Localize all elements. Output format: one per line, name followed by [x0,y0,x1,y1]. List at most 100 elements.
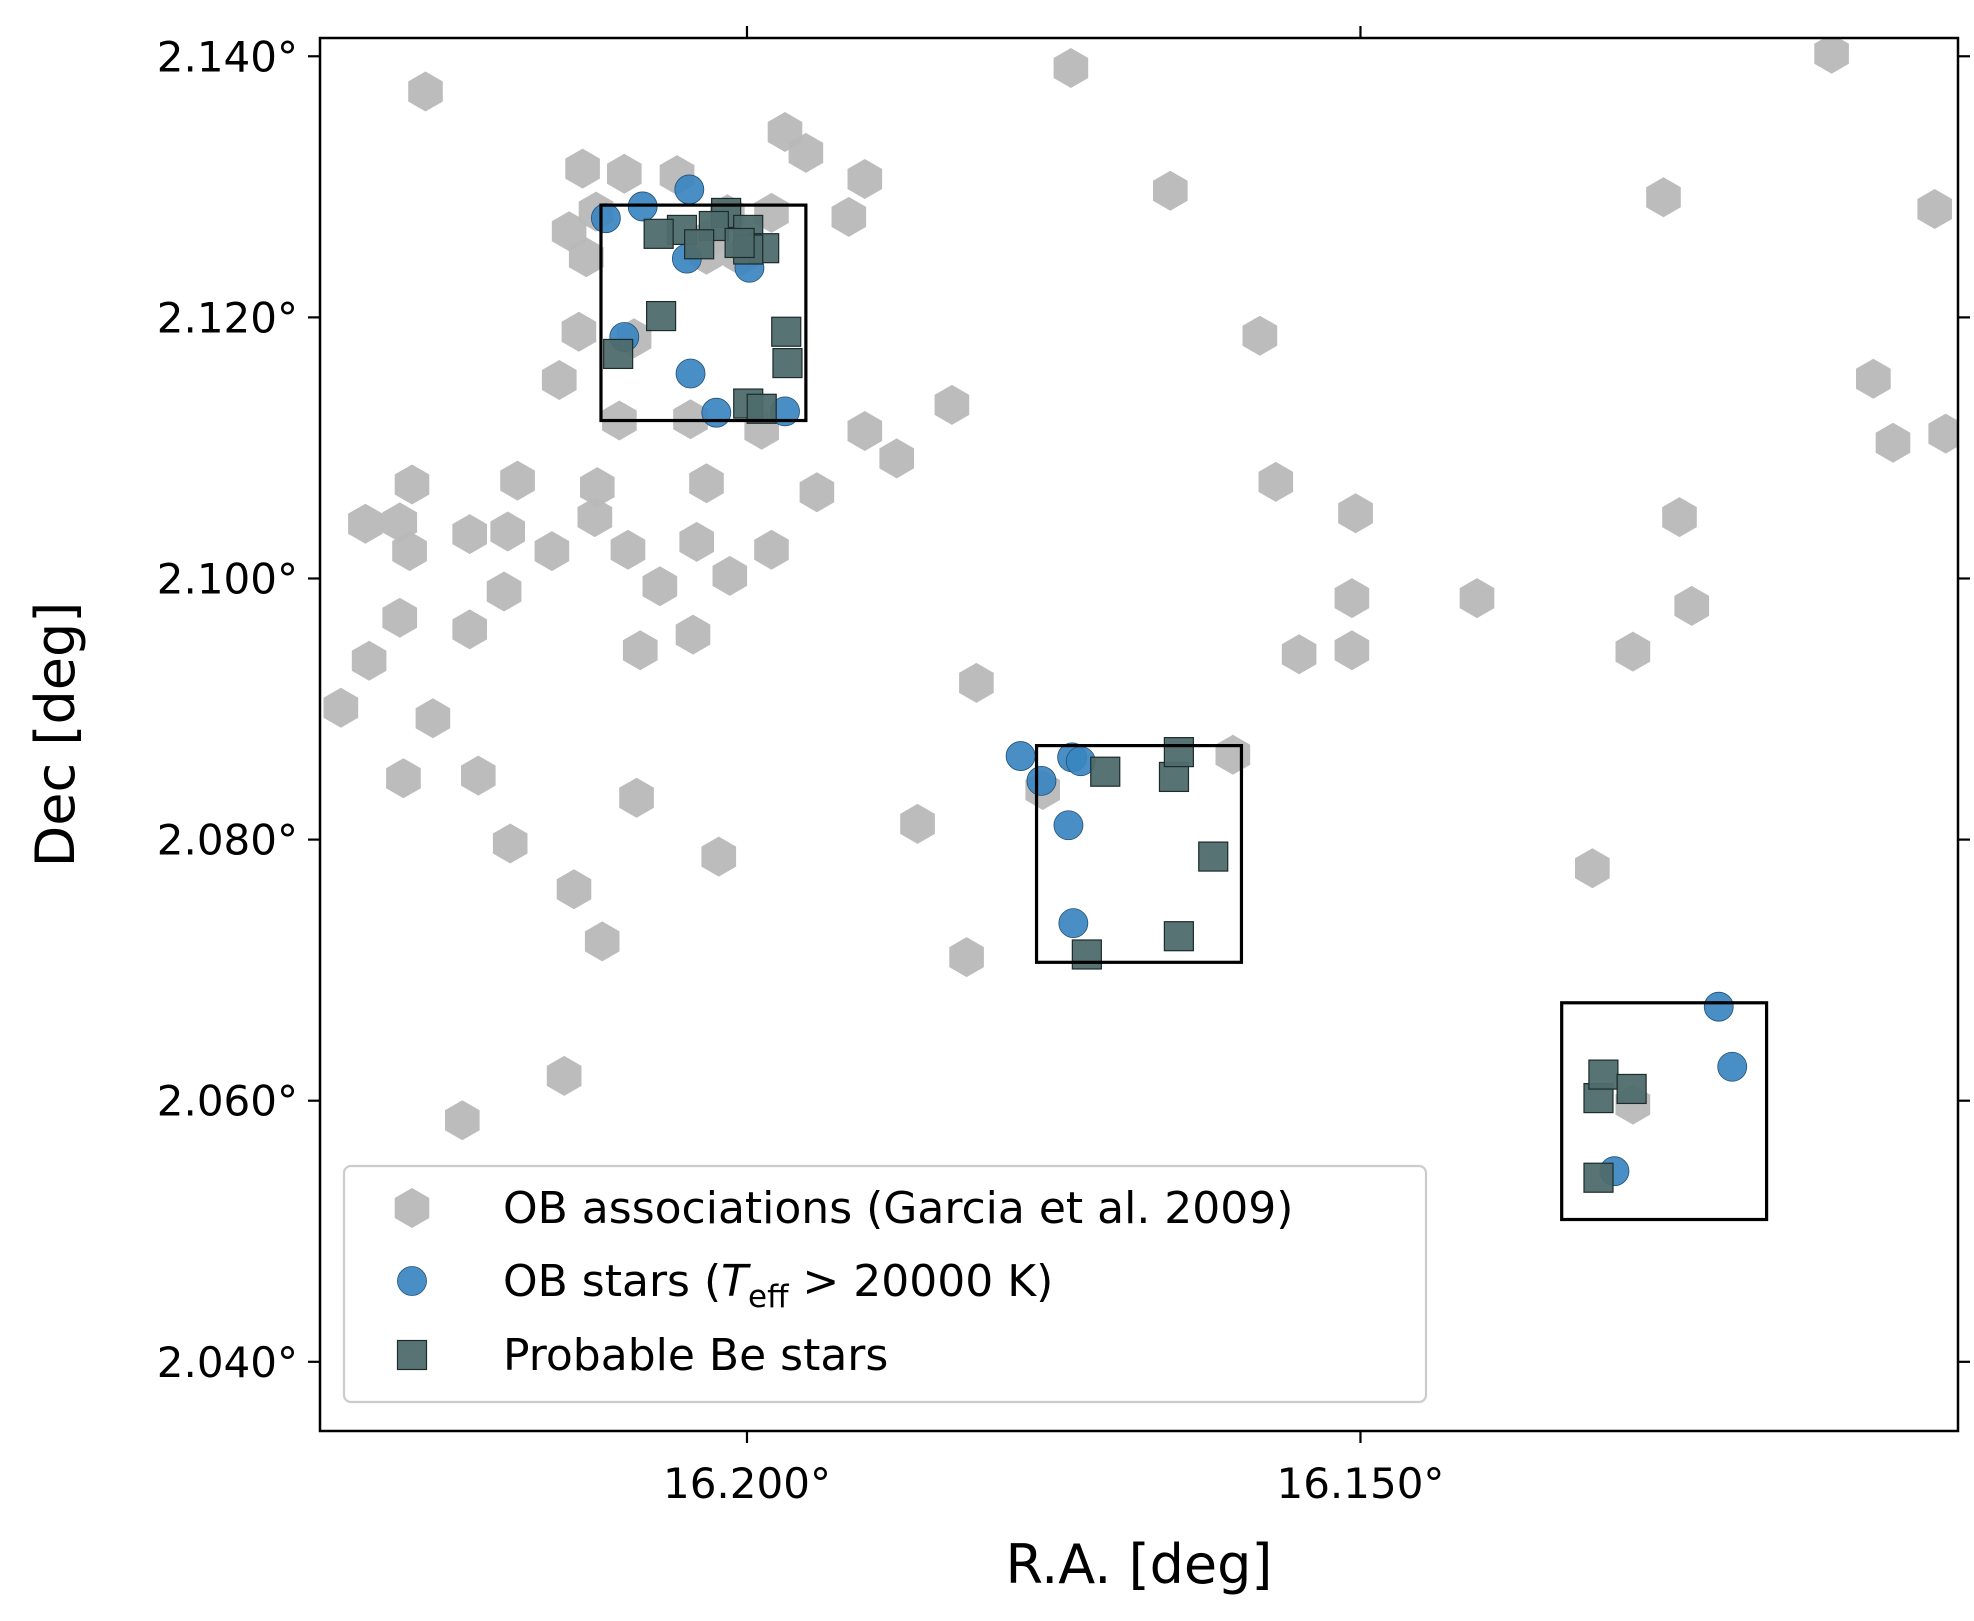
be-star-point [1198,841,1229,872]
ob-association-point [580,467,615,508]
ob-association-point [701,836,737,877]
ob-association-point [607,153,642,194]
ob-star-point [675,358,706,389]
ob-association-point [348,503,383,544]
ob-association-point [561,311,597,352]
ob-association-point [1856,358,1891,399]
ob-association-point [619,777,654,818]
legend-marker-circle [397,1266,427,1296]
be-star-point [603,338,634,370]
y-tick-label: 2.080° [157,816,298,865]
ob-association-point [679,521,714,562]
ob-association-point [847,411,883,451]
ob-star-point [674,174,705,205]
ob-association-point [584,921,620,962]
ob-association-point [1674,585,1710,626]
ob-association-point [392,531,427,572]
ob-association-point [831,196,867,237]
y-tick-label: 2.060° [157,1077,298,1126]
ob-star-point [1717,1051,1748,1082]
ob-association-point [351,640,387,681]
ob-association-point [452,609,487,650]
ob-association-point [879,438,914,479]
ob-association-point [323,687,359,728]
ob-association-point [622,630,658,671]
be-star-point [1071,939,1102,970]
ob-association-point [568,237,604,278]
ob-association-point [1575,848,1610,889]
ob-association-point [445,1100,480,1141]
legend-label: Probable Be stars [503,1330,888,1381]
ob-association-point [551,211,587,252]
be-star-point [1583,1162,1614,1193]
be-star-point [724,227,755,259]
ob-association-point [492,823,528,864]
be-star-point [1163,737,1194,768]
ob-association-point [1814,38,1849,74]
ob-association-point [382,597,418,638]
ob-association-point [577,497,613,538]
ob-association-point [754,529,789,570]
ob-star-point [1053,810,1084,841]
ob-association-point [408,71,443,112]
region-box [599,203,808,423]
ob-association-point [1875,422,1911,463]
y-tick-label: 2.120° [157,293,298,342]
ob-star-point [701,397,732,428]
ob-association-point [1334,578,1370,619]
ob-association-point [610,529,646,570]
be-star-point [645,300,677,332]
ob-association-point [712,555,748,596]
ob-association-point [1053,48,1089,88]
be-star-point [643,218,674,249]
data-layer [323,38,1958,1193]
ob-star-point [1058,908,1089,939]
ob-association-point [1615,631,1651,672]
ob-association-point [689,463,724,504]
ob-association-point [959,662,994,703]
legend: OB associations (Garcia et al. 2009) OB s… [342,1164,1428,1404]
ob-association-point [788,132,824,173]
ob-association-point [1281,634,1317,675]
ob-association-point [556,869,592,910]
y-axis-title: Dec [deg] [24,602,87,868]
ob-association-point [1917,189,1952,229]
ob-association-point [1646,177,1681,218]
ob-star-point [590,203,621,234]
ob-association-point [847,159,883,199]
legend-label: OB stars (Teff > 20000 K) [503,1256,1053,1315]
region-box [1560,1001,1769,1222]
ob-star-point [1005,741,1036,771]
be-star-point [1616,1073,1647,1105]
y-tick-label: 2.140° [157,32,298,81]
ob-association-point [534,531,570,572]
ob-association-point [541,360,577,400]
ob-association-point [799,472,835,513]
be-star-point [771,316,802,347]
ob-association-point [565,148,600,189]
series-hexagon [323,38,1958,1141]
ob-star-point [1026,765,1057,796]
ob-association-point [500,460,535,501]
ob-association-point [546,1055,582,1096]
be-star-point [684,229,715,260]
legend-marker-hexagon [394,1188,430,1228]
ob-association-point [1662,497,1697,538]
be-star-point [1090,756,1121,787]
ob-association-point [900,803,935,844]
ob-association-point [486,571,522,612]
ob-association-point [452,514,487,555]
legend-frame [342,1164,1428,1404]
ob-association-point [934,384,970,425]
ob-association-point [949,937,984,978]
ob-association-point [415,698,451,739]
y-tick-label: 2.100° [157,554,298,603]
ob-association-point [394,464,430,505]
be-star-point [746,393,777,424]
y-tick-label: 2.040° [157,1338,298,1387]
be-star-point [772,347,803,379]
plot-frame [318,36,1960,1433]
ob-association-point [642,566,678,607]
legend-label: OB associations (Garcia et al. 2009) [503,1183,1293,1234]
be-star-point [1163,921,1194,952]
